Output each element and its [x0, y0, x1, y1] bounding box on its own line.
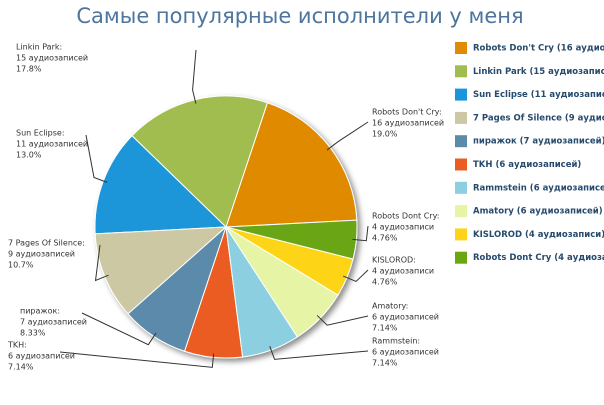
legend-swatch	[455, 65, 467, 78]
data-label: 15 аудиозаписей	[16, 54, 88, 63]
legend-swatch	[455, 42, 467, 54]
connector	[85, 134, 108, 183]
connector	[59, 351, 215, 368]
legend-label: TKH (6 аудиозаписей)	[473, 160, 581, 170]
legend-swatch	[455, 88, 467, 101]
data-label: 7.14%	[372, 359, 398, 368]
legend-label: 7 Pages Of Silence (9 аудиозаписей)	[473, 113, 604, 123]
data-label: 6 аудиозаписей	[372, 313, 439, 322]
legend-label: Amatory (6 аудиозаписей)	[473, 207, 603, 217]
data-label: 4.76%	[372, 278, 398, 287]
data-label: 9 аудиозаписей	[8, 250, 75, 259]
data-label: 4.76%	[372, 234, 398, 243]
connector	[326, 121, 369, 151]
data-label: 6 аудиозаписей	[8, 352, 75, 361]
data-label: 6 аудиозаписей	[372, 348, 439, 357]
legend-swatch	[455, 135, 467, 148]
legend: Robots Don't Cry (16 аудиозаписей) Linkin…	[455, 42, 604, 264]
data-label: 8.33%	[20, 329, 46, 338]
connector	[269, 346, 369, 360]
connector	[192, 49, 197, 104]
legend-swatch	[455, 181, 467, 194]
data-label: 11 аудиозаписей	[16, 140, 88, 149]
data-label: 7.14%	[8, 363, 34, 372]
data-label: 16 аудиозаписей	[372, 119, 444, 128]
data-label: 13.0%	[16, 151, 42, 160]
legend-label: пиражок (7 аудиозаписей)	[473, 137, 604, 147]
legend-label: Linkin Park (15 аудиозаписей)	[473, 67, 604, 77]
legend-label: Robots Don't Cry (16 аудиозаписей)	[473, 44, 604, 54]
data-label: Rammstein:	[372, 337, 420, 346]
data-label: Linkin Park:	[16, 43, 62, 52]
data-label: TKH:	[7, 341, 27, 350]
data-label: 7 Pages Of Silence:	[8, 239, 85, 248]
chart-title: Самые популярные исполнители у меня	[76, 4, 523, 28]
data-label: 7.14%	[372, 324, 398, 333]
data-label: 19.0%	[372, 130, 398, 139]
data-label: Sun Eclipse:	[16, 129, 65, 138]
legend-swatch	[455, 251, 467, 264]
legend-swatch	[455, 205, 467, 218]
connector	[352, 225, 369, 242]
connector	[342, 269, 369, 283]
data-label: Robots Don't Cry:	[372, 108, 442, 117]
data-label: 4 аудиозаписи	[372, 267, 434, 276]
data-label: KISLOROD:	[372, 256, 416, 265]
connector	[94, 244, 109, 282]
legend-label: Robots Dont Cry (4 аудиозаписи)	[473, 253, 604, 263]
legend-label: Rammstein (6 аудиозаписей)	[473, 183, 604, 193]
data-label: пиражок:	[20, 307, 60, 316]
data-label: Robots Dont Cry:	[372, 212, 439, 221]
data-label: 7 аудиозаписей	[20, 318, 87, 327]
legend-swatch	[455, 111, 467, 124]
data-label: 4 аудиозаписи	[372, 223, 434, 232]
data-label: Amatory:	[372, 302, 408, 311]
legend-swatch	[455, 158, 467, 171]
connector	[81, 312, 157, 346]
pie	[94, 95, 358, 359]
connector	[316, 315, 369, 326]
legend-label: Sun Eclipse (11 аудиозаписей)	[473, 90, 604, 100]
legend-swatch	[455, 228, 467, 241]
data-label: 10.7%	[8, 261, 34, 270]
data-label: 17.8%	[16, 65, 42, 74]
legend-label: KISLOROD (4 аудиозаписи)	[473, 230, 604, 240]
